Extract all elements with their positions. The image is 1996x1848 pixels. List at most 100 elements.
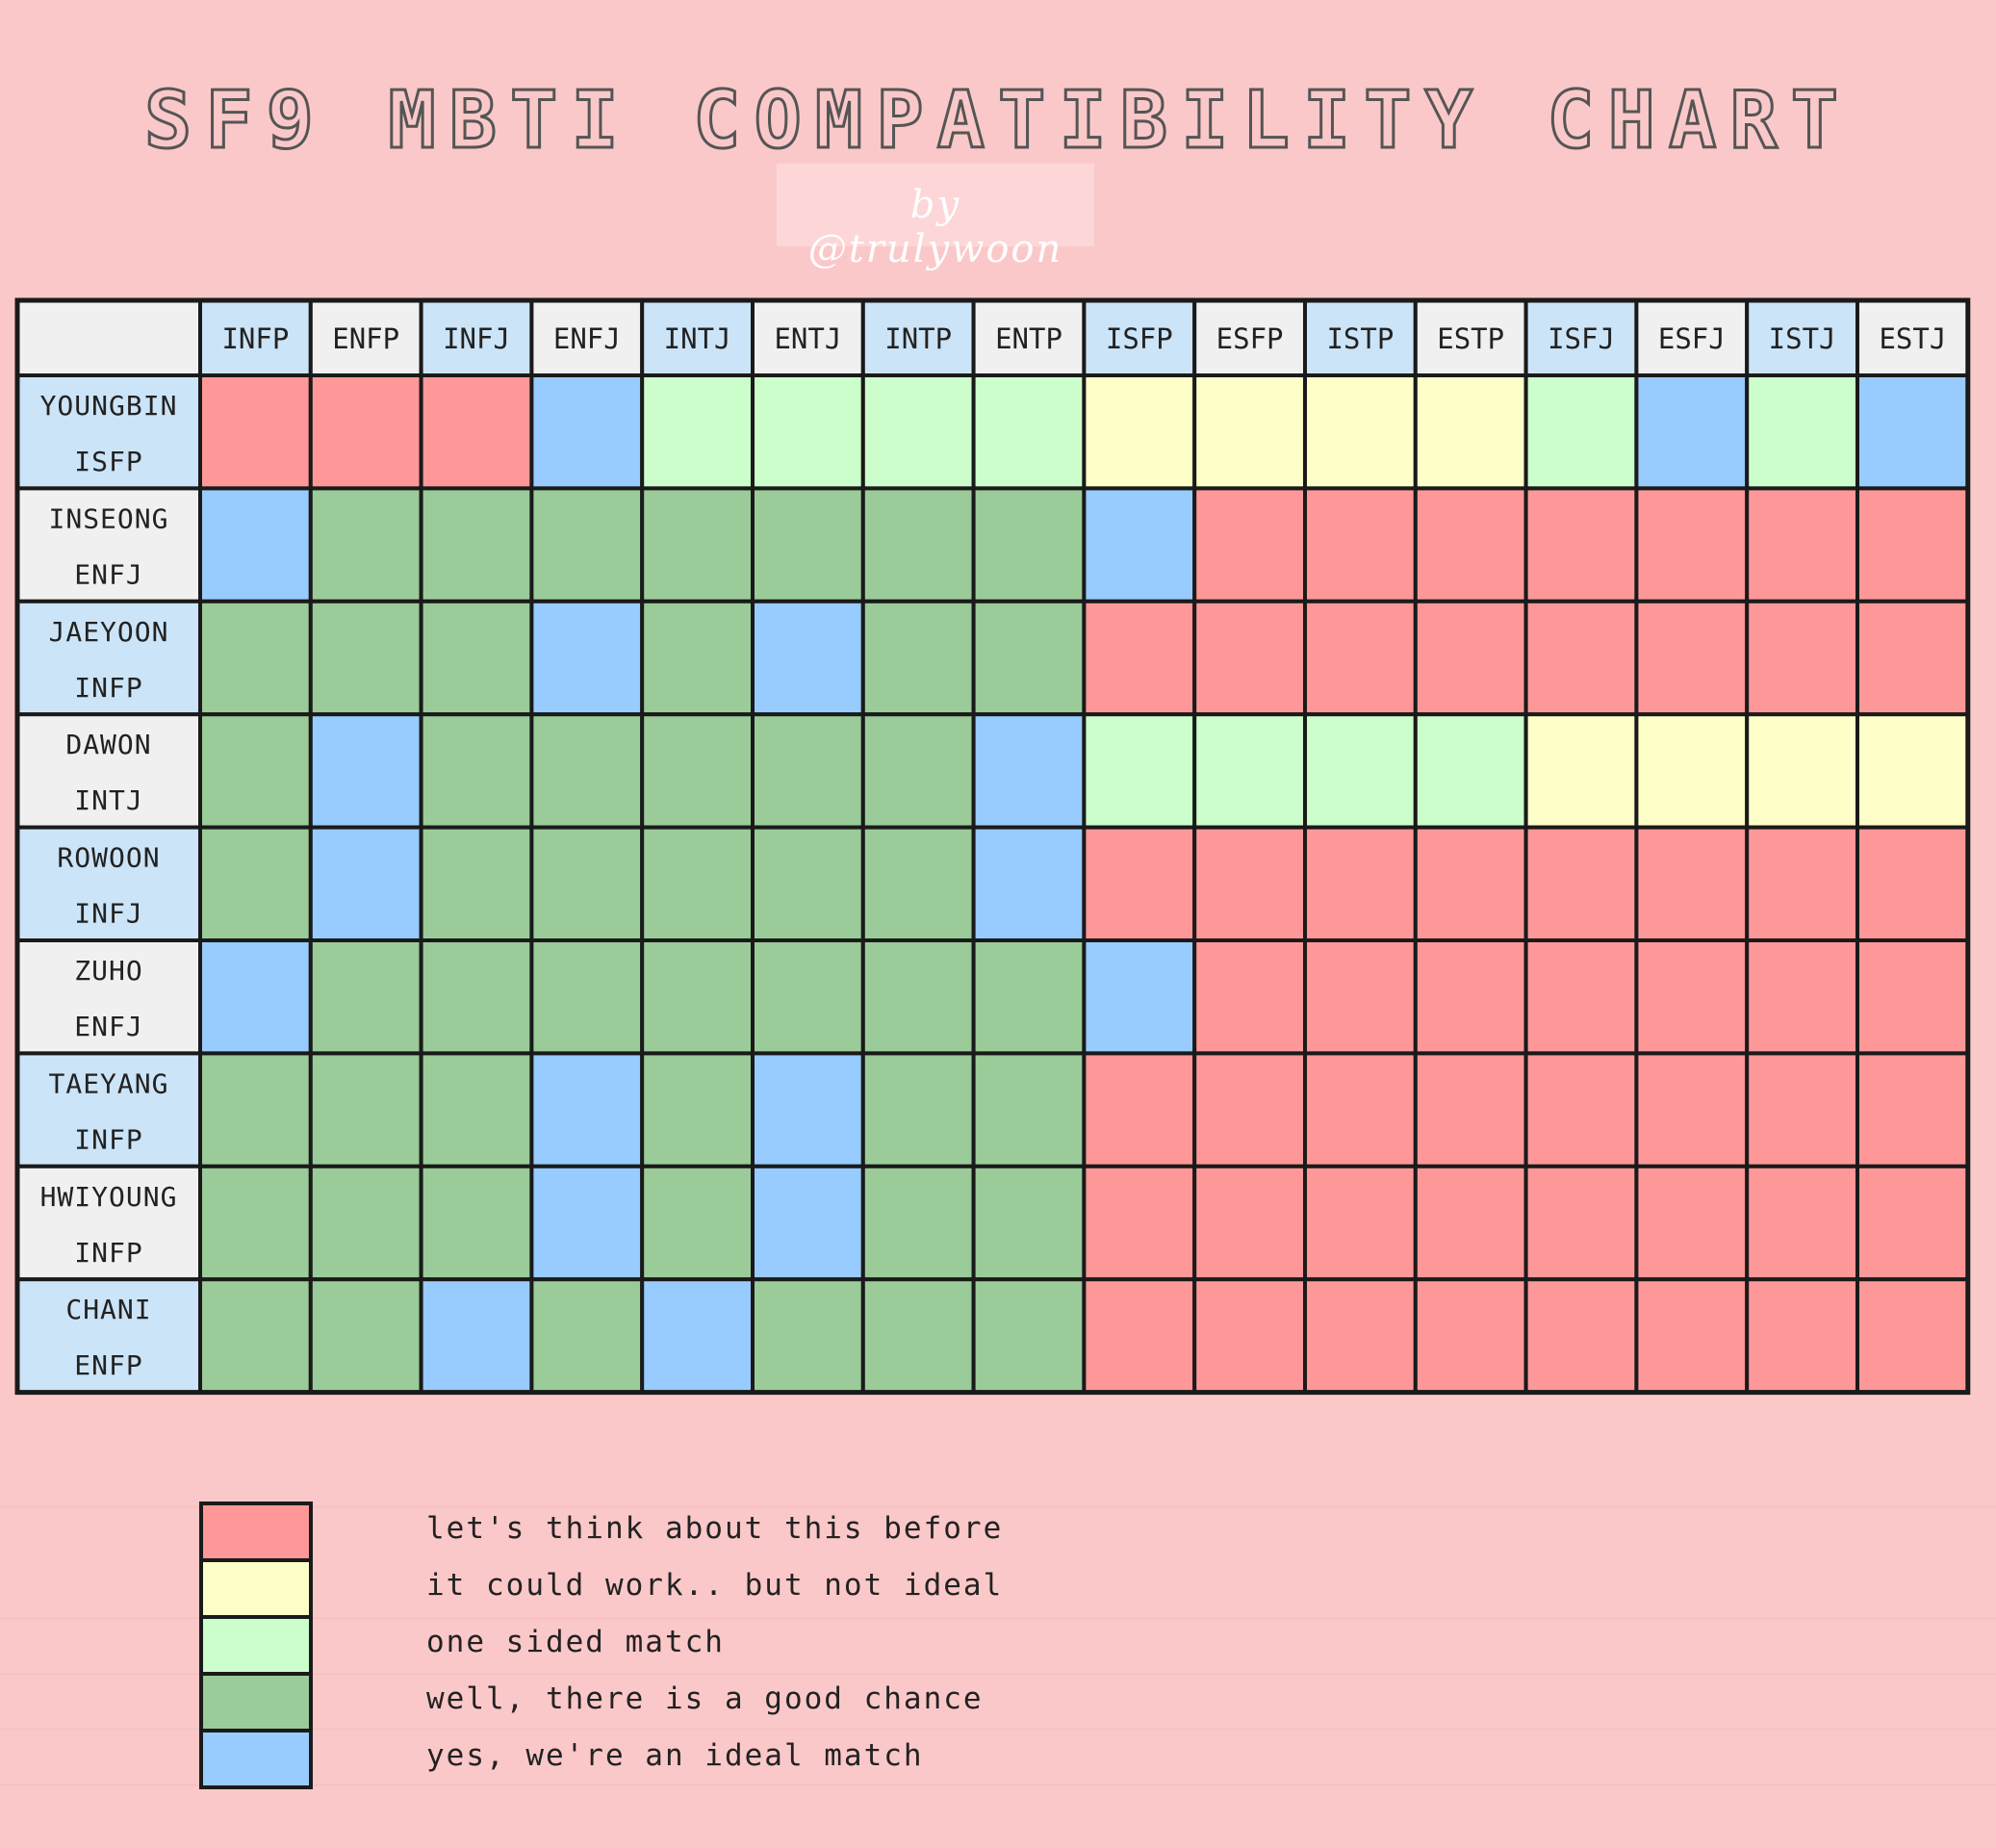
compatibility-cell [1745, 1164, 1859, 1282]
compatibility-cell [1082, 373, 1197, 491]
compatibility-cell [1634, 599, 1750, 717]
compatibility-cell [1192, 938, 1307, 1056]
column-header-label: ENTJ [774, 322, 841, 355]
compatibility-cell [1082, 1277, 1197, 1395]
compatibility-cell [1192, 486, 1307, 603]
compatibility-cell [1303, 938, 1418, 1056]
compatibility-cell [971, 486, 1087, 603]
row-member-name: CHANI [65, 1294, 151, 1325]
compatibility-cell [1413, 1277, 1528, 1395]
chart-title: SF9 MBTI COMPATIBILITY CHART [142, 74, 1853, 168]
row-header-cell [15, 938, 202, 1056]
compatibility-cell [1523, 938, 1639, 1056]
column-header-label: ENFJ [553, 322, 621, 355]
compatibility-cell [1855, 825, 1970, 942]
row-member-name: TAEYANG [48, 1067, 168, 1099]
compatibility-cell [640, 373, 755, 491]
compatibility-cell [640, 938, 755, 1056]
row-header-cell [15, 1277, 202, 1395]
compatibility-cell [1192, 1277, 1307, 1395]
compatibility-cell [419, 373, 534, 491]
compatibility-cell [529, 825, 645, 942]
compatibility-cell [1745, 825, 1859, 942]
compatibility-cell [419, 938, 534, 1056]
compatibility-cell [1413, 1164, 1528, 1282]
column-header-label: ESTP [1437, 322, 1504, 355]
column-header-label: ISTJ [1769, 322, 1836, 355]
compatibility-cell [1745, 373, 1859, 491]
row-member-type: INFP [74, 672, 142, 704]
compatibility-cell [419, 486, 534, 603]
compatibility-cell [1634, 1051, 1750, 1168]
compatibility-cell [308, 712, 423, 830]
compatibility-cell [1413, 486, 1528, 603]
compatibility-cell [1413, 599, 1528, 717]
compatibility-cell [529, 599, 645, 717]
compatibility-cell [1082, 1164, 1197, 1282]
compatibility-cell [1855, 599, 1970, 717]
column-header-cell [971, 298, 1087, 377]
compatibility-cell [751, 599, 865, 717]
compatibility-cell [860, 486, 976, 603]
row-header-cell [15, 1051, 202, 1168]
legend-label-2: it could work.. but not ideal [426, 1568, 1004, 1603]
compatibility-cell [1523, 825, 1639, 942]
row-member-type: INFP [74, 1237, 142, 1269]
compatibility-cell [419, 1051, 534, 1168]
compatibility-cell [1634, 1164, 1750, 1282]
compatibility-cell [198, 373, 313, 491]
compatibility-cell [971, 1164, 1087, 1282]
compatibility-cell [1634, 373, 1750, 491]
column-header-label: INTP [884, 322, 952, 355]
compatibility-cell [1082, 599, 1197, 717]
compatibility-cell [860, 599, 976, 717]
compatibility-cell [1745, 1051, 1859, 1168]
compatibility-cell [419, 1164, 534, 1282]
row-header-cell [15, 486, 202, 603]
compatibility-cell [419, 1277, 534, 1395]
compatibility-cell [751, 1164, 865, 1282]
row-member-name: DAWON [65, 729, 151, 760]
compatibility-cell [1303, 599, 1418, 717]
compatibility-cell [1413, 712, 1528, 830]
compatibility-cell [308, 373, 423, 491]
column-header-label: ESFP [1216, 322, 1284, 355]
column-header-label: INTJ [664, 322, 731, 355]
compatibility-cell [529, 486, 645, 603]
column-header-cell [1745, 298, 1859, 377]
compatibility-cell [1303, 825, 1418, 942]
legend-swatch-2 [199, 1558, 313, 1619]
row-member-type: INFJ [74, 898, 142, 930]
compatibility-cell [1413, 825, 1528, 942]
legend-label-5: yes, we're an ideal match [426, 1738, 924, 1773]
row-member-name: INSEONG [48, 502, 168, 534]
compatibility-cell [419, 599, 534, 717]
compatibility-cell [751, 825, 865, 942]
compatibility-cell [1523, 1164, 1639, 1282]
column-header-label: ENTP [995, 322, 1062, 355]
compatibility-cell [860, 712, 976, 830]
compatibility-cell [860, 825, 976, 942]
compatibility-cell [198, 599, 313, 717]
compatibility-cell [1523, 712, 1639, 830]
compatibility-cell [751, 1277, 865, 1395]
compatibility-cell [1303, 1277, 1418, 1395]
compatibility-cell [1082, 712, 1197, 830]
compatibility-cell [860, 1051, 976, 1168]
compatibility-cell [860, 373, 976, 491]
compatibility-cell [1303, 1164, 1418, 1282]
column-header-label: INFJ [443, 322, 510, 355]
compatibility-cell [640, 486, 755, 603]
compatibility-cell [1523, 1277, 1639, 1395]
row-member-name: JAEYOON [48, 616, 168, 648]
legend-swatch-5 [199, 1729, 313, 1789]
legend-swatch-3 [199, 1615, 313, 1676]
compatibility-cell [1523, 486, 1639, 603]
column-header-label: ISFP [1106, 322, 1173, 355]
compatibility-cell [1523, 373, 1639, 491]
compatibility-cell [308, 486, 423, 603]
compatibility-cell [198, 938, 313, 1056]
compatibility-cell [419, 712, 534, 830]
compatibility-cell [1303, 373, 1418, 491]
